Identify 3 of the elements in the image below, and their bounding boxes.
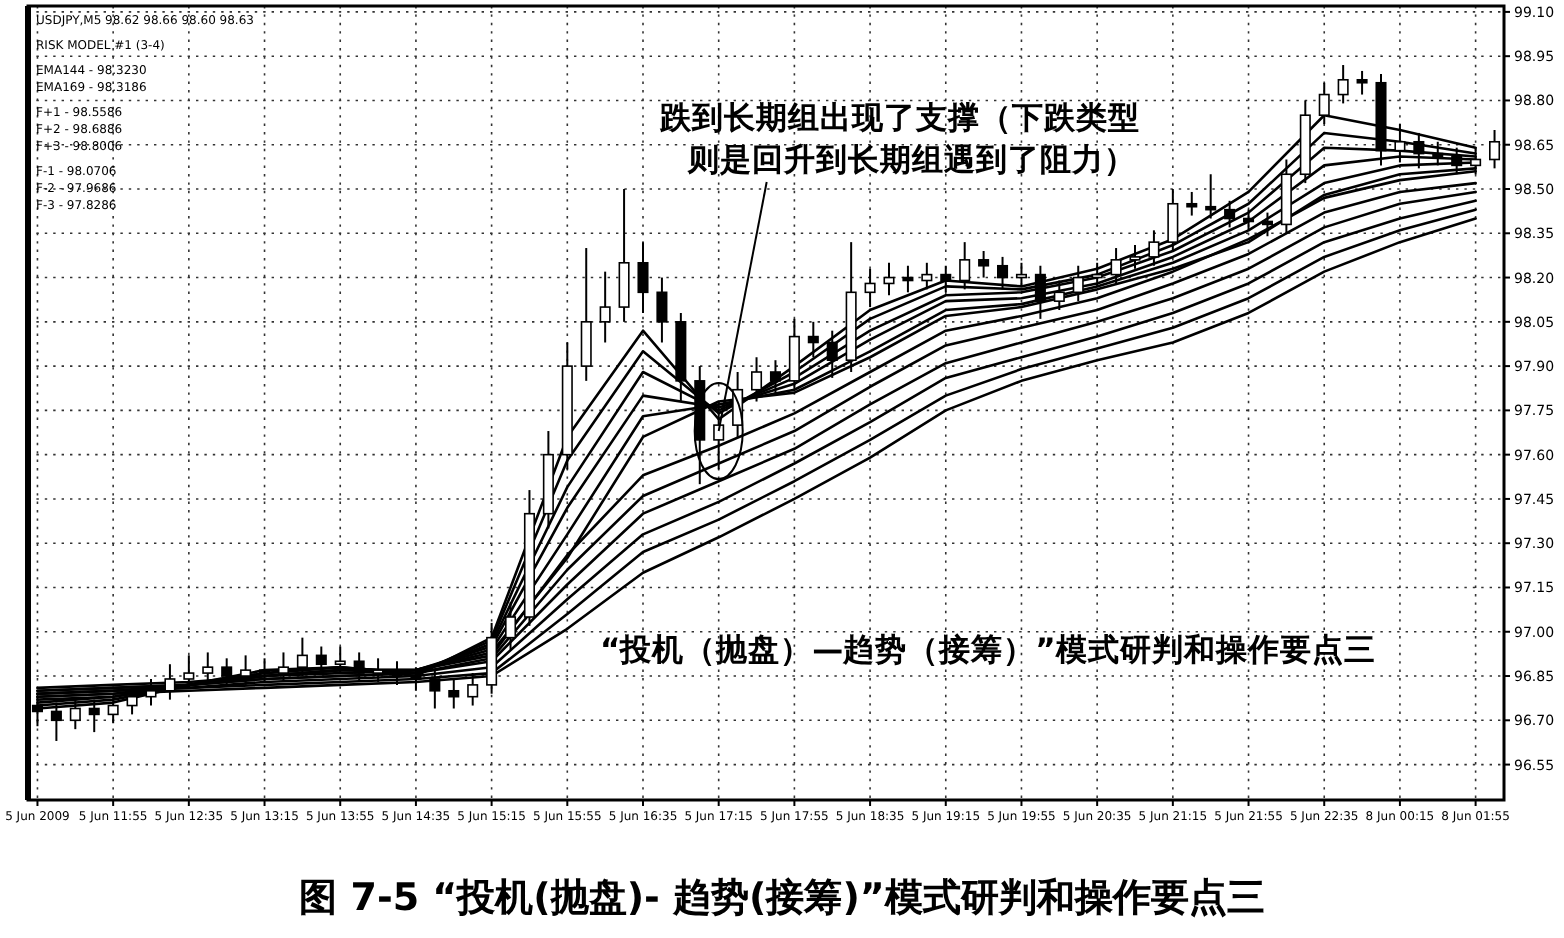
annotation: “投机（抛盘）—趋势（接筹）”模式研判和操作要点三 (600, 632, 1376, 668)
annotation: 跌到长期组出现了支撑（下跌类型则是回升到长期组遇到了阻力） (658, 100, 1140, 178)
text: 图 7-5 “投机(抛盘)- 趋势(接筹)”模式研判和操作要点三 (299, 876, 1265, 920)
